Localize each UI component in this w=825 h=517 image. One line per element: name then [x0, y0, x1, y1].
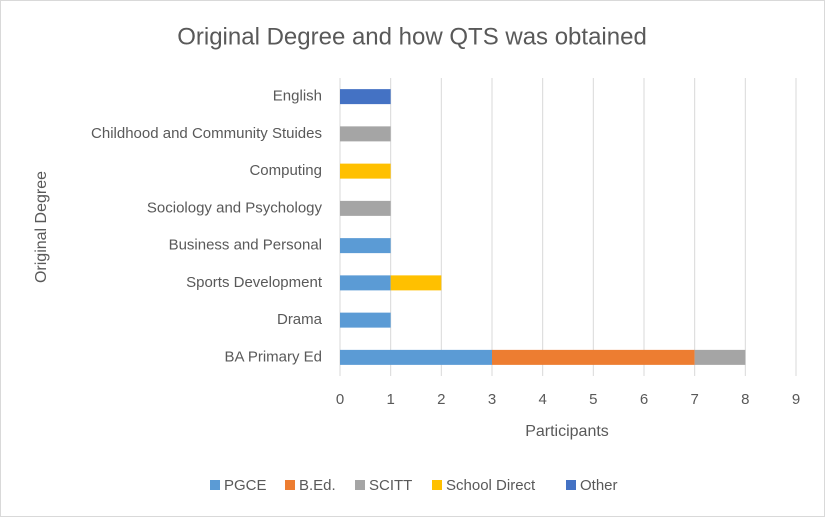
bar-segment — [340, 200, 391, 216]
bar-segment — [694, 349, 746, 365]
x-tick-label: 5 — [589, 391, 597, 408]
y-tick-label: Childhood and Community Stuides — [91, 125, 322, 142]
legend-swatch — [285, 480, 295, 490]
bar-segment — [390, 275, 442, 291]
x-tick-label: 1 — [386, 391, 394, 408]
legend-label: SCITT — [369, 477, 412, 494]
bar-segment — [340, 126, 391, 142]
y-tick-label: BA Primary Ed — [224, 348, 322, 365]
bar-segment — [340, 312, 391, 328]
x-tick-label: 0 — [336, 391, 344, 408]
legend-label: B.Ed. — [299, 477, 336, 494]
bar-segment — [340, 163, 391, 179]
bar-segment — [340, 238, 391, 254]
x-tick-label: 8 — [741, 391, 749, 408]
y-tick-label: Business and Personal — [169, 237, 322, 254]
y-tick-label: Sociology and Psychology — [147, 199, 323, 216]
x-tick-label: 7 — [690, 391, 698, 408]
y-axis-title: Original Degree — [33, 171, 50, 283]
legend-swatch — [355, 480, 365, 490]
x-tick-label: 2 — [437, 391, 445, 408]
x-tick-label: 4 — [538, 391, 546, 408]
legend-swatch — [566, 480, 576, 490]
chart-title: Original Degree and how QTS was obtained — [177, 23, 647, 50]
x-axis-title: Participants — [525, 423, 609, 440]
y-tick-label: Drama — [277, 311, 323, 328]
y-tick-label: Computing — [249, 162, 322, 179]
bar-segment — [340, 349, 492, 365]
x-tick-label: 3 — [488, 391, 496, 408]
bar-segment — [340, 275, 391, 291]
legend-swatch — [210, 480, 220, 490]
bar-segment — [340, 89, 391, 105]
legend-label: Other — [580, 477, 618, 494]
legend-label: PGCE — [224, 477, 267, 494]
bar-segment — [492, 349, 695, 365]
x-tick-label: 6 — [640, 391, 648, 408]
x-tick-label: 9 — [792, 391, 800, 408]
y-tick-label: Sports Development — [186, 274, 323, 291]
legend-swatch — [432, 480, 442, 490]
legend-label: School Direct — [446, 477, 536, 494]
y-tick-label: English — [273, 88, 322, 105]
